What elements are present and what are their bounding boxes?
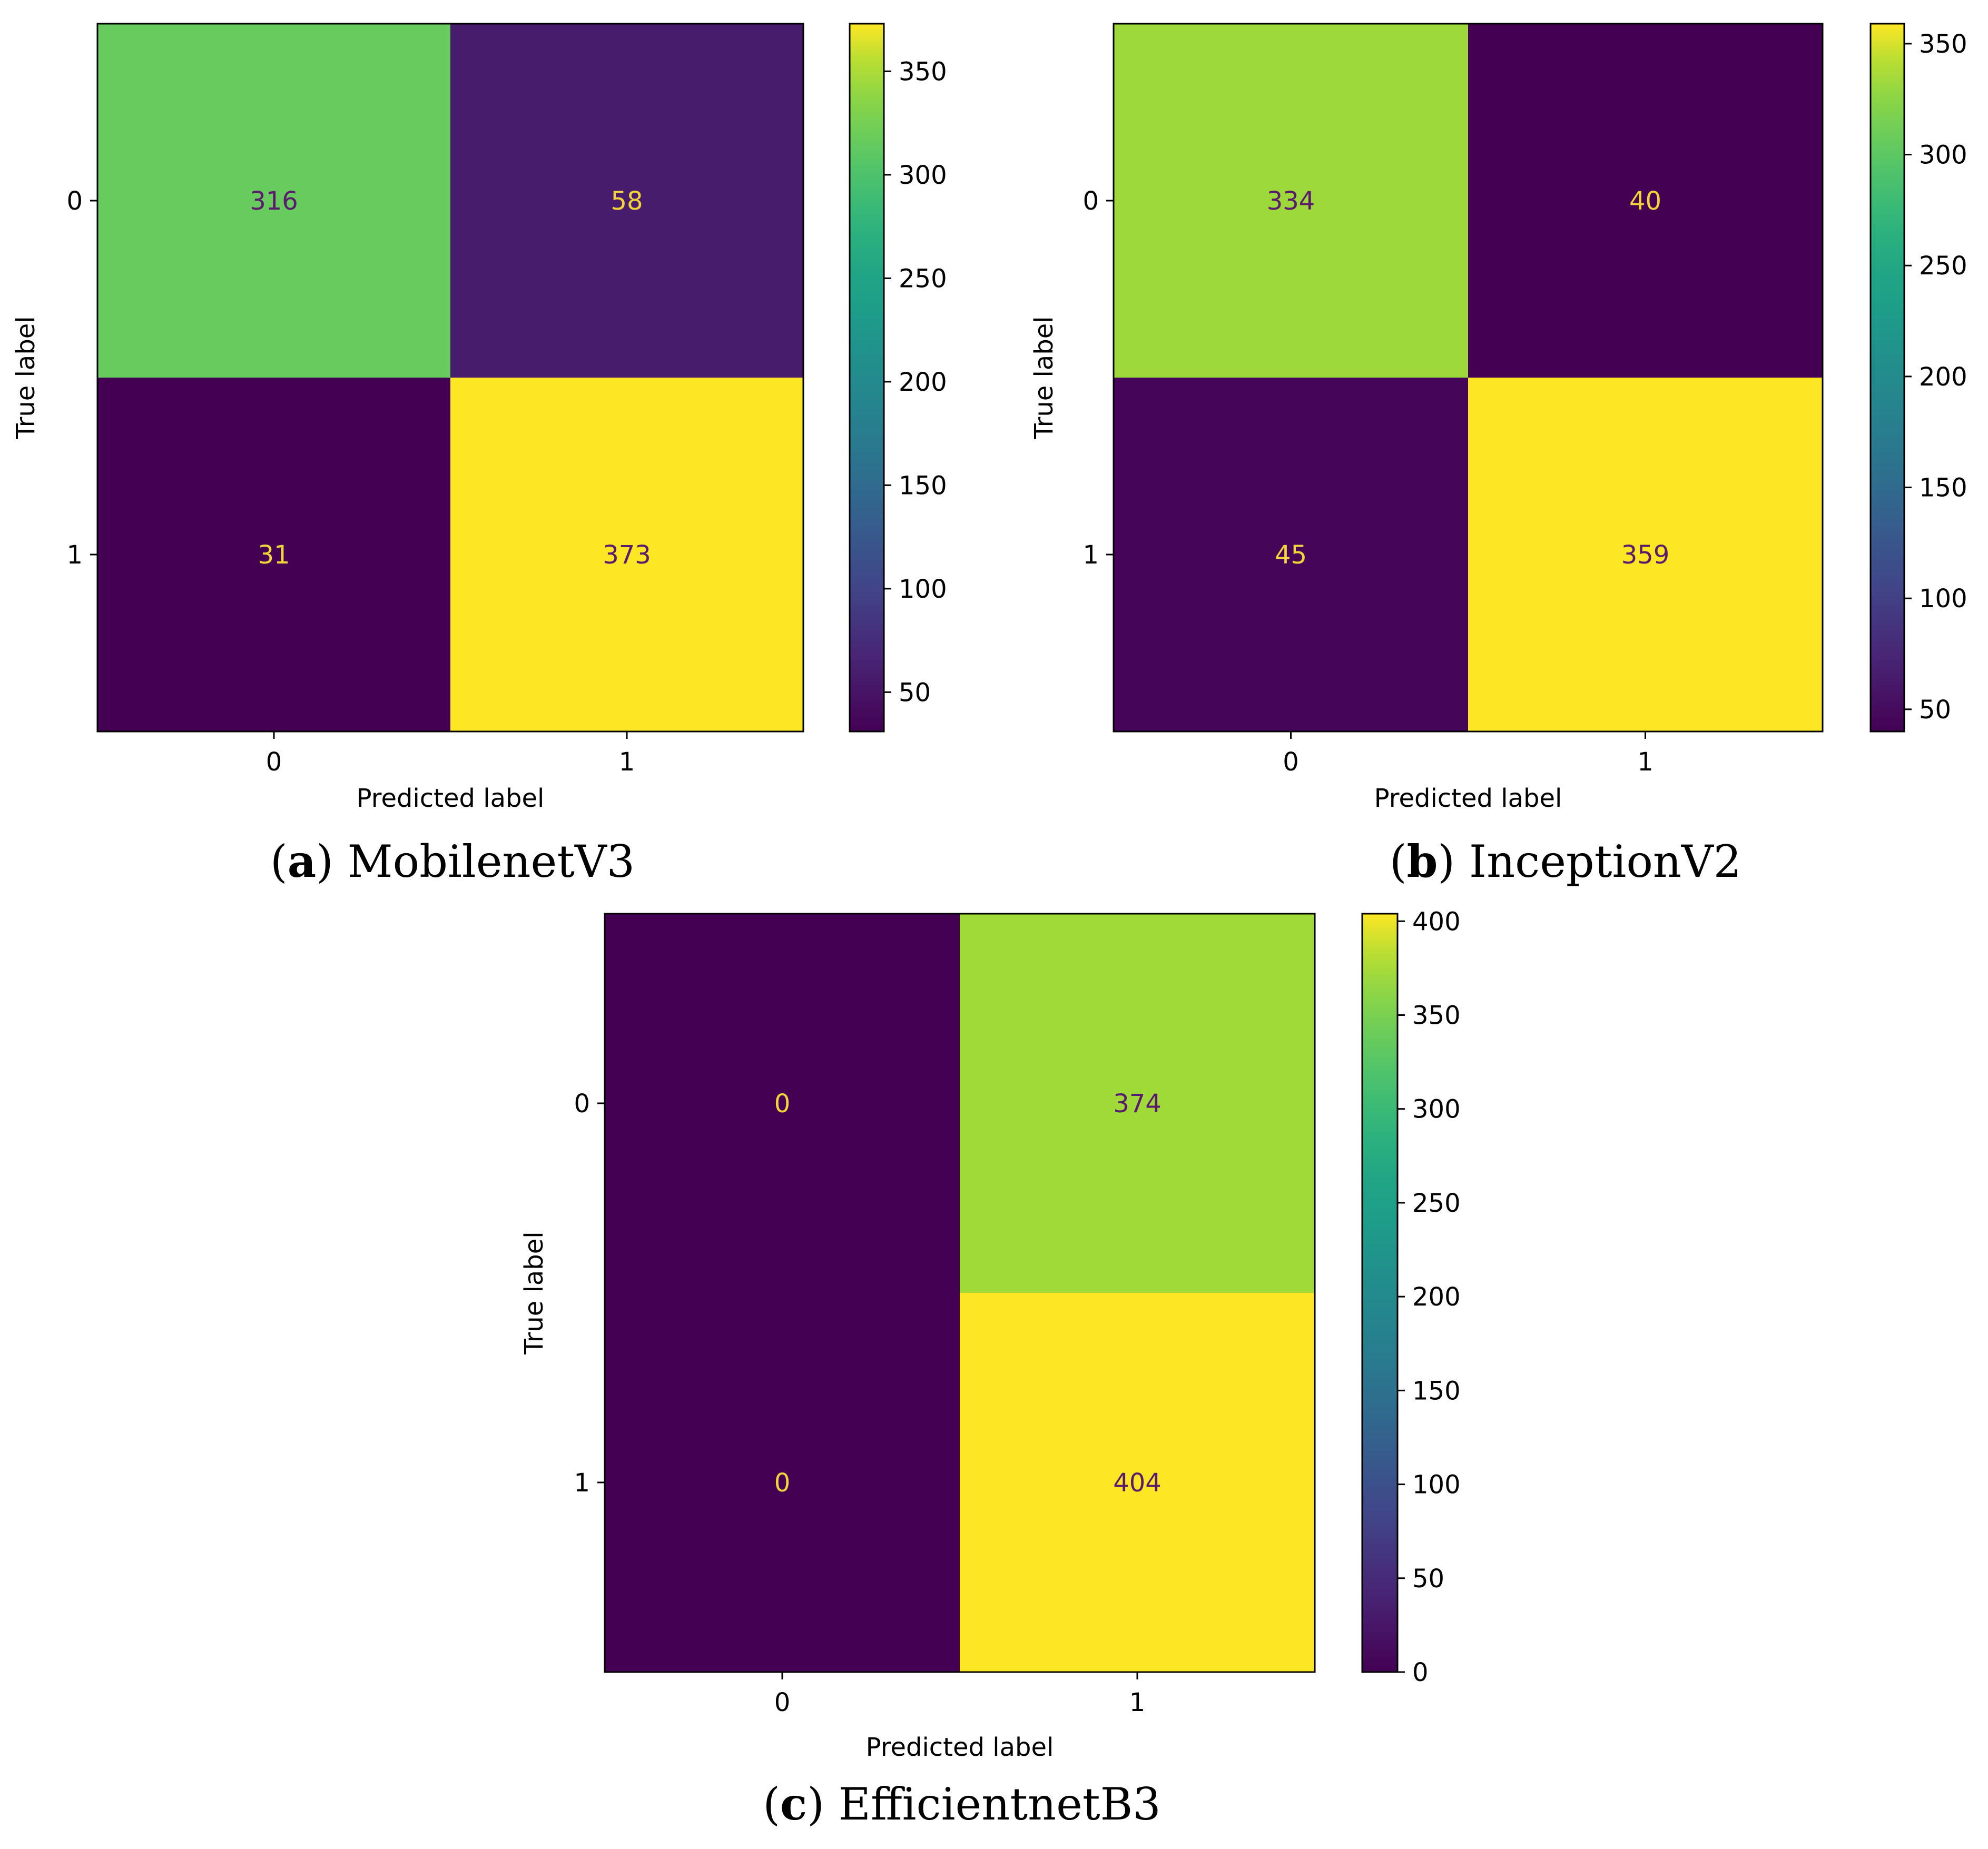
colorbar-tick-label-6: 300 — [1412, 1095, 1461, 1124]
panel-caption: (c) EfficientnetB3 — [763, 1778, 1161, 1830]
panel-b: 334 40 45 359 0 1 0 1 Predicted label True label 5… — [1029, 23, 1967, 887]
x-tick-label-1: 1 — [1637, 747, 1654, 777]
colorbar-tick-label-8: 400 — [1412, 907, 1461, 936]
panel-c: 0 374 0 404 0 1 0 1 Predicted label True label 0 50… — [519, 907, 1461, 1830]
colorbar-tick-label-0: 0 — [1412, 1658, 1429, 1687]
cell-0-1 — [1468, 24, 1823, 378]
colorbar-tick-label-2: 100 — [1412, 1470, 1461, 1500]
y-tick-label-1: 1 — [574, 1468, 590, 1498]
caption-open-paren: ( — [270, 836, 288, 887]
colorbar-tick-label-4: 200 — [1412, 1282, 1461, 1312]
caption-title: EfficientnetB3 — [839, 1778, 1161, 1830]
colorbar-tick-label-3: 200 — [899, 368, 947, 397]
colorbar-tick-label-0: 50 — [899, 678, 931, 707]
cell-0-0 — [605, 914, 960, 1293]
cell-0-1 — [960, 914, 1315, 1293]
x-axis-label: Predicted label — [866, 1733, 1054, 1762]
cell-value-0-0: 334 — [1267, 186, 1315, 216]
colorbar-tick-label-6: 350 — [1919, 29, 1967, 59]
colorbar-tick-label-7: 350 — [1412, 1001, 1461, 1030]
colorbar-tick-label-5: 300 — [1919, 141, 1967, 170]
caption-letter: b — [1407, 835, 1438, 887]
colorbar-tick-label-1: 100 — [899, 575, 947, 604]
colorbar-tick-label-2: 150 — [899, 471, 947, 500]
cell-value-0-1: 58 — [611, 186, 643, 216]
y-axis-label: True label — [519, 1231, 549, 1354]
colorbar-tick-label-5: 300 — [899, 161, 947, 190]
panel-a: 316 58 31 373 0 1 0 1 Predicted label True label 5… — [11, 23, 947, 887]
x-tick-label-1: 1 — [619, 747, 635, 777]
colorbar-tick-label-4: 250 — [1919, 251, 1967, 281]
colorbar — [1361, 913, 1399, 1673]
cell-1-1 — [960, 1293, 1315, 1672]
x-axis-label: Predicted label — [357, 784, 545, 813]
cell-value-1-0: 31 — [258, 540, 290, 570]
colorbar — [1869, 23, 1905, 733]
heatmap-frame — [1113, 23, 1824, 733]
colorbar — [849, 23, 885, 733]
cell-value-1-0: 0 — [774, 1468, 791, 1498]
colorbar-tick-label-1: 50 — [1412, 1564, 1444, 1594]
panel-caption: (a) MobilenetV3 — [270, 835, 635, 887]
cell-0-1 — [450, 24, 803, 378]
cell-value-0-0: 316 — [250, 186, 298, 216]
cell-1-0 — [1114, 378, 1468, 731]
x-tick-label-0: 0 — [1283, 747, 1299, 777]
cell-value-1-1: 404 — [1113, 1468, 1162, 1498]
cell-0-0 — [97, 24, 450, 378]
caption-open-paren: ( — [763, 1778, 780, 1830]
cell-value-1-1: 373 — [603, 540, 651, 570]
caption-close-paren: ) — [316, 836, 347, 887]
colorbar-tick-label-0: 50 — [1919, 695, 1951, 725]
y-tick-label-0: 0 — [574, 1089, 590, 1119]
colorbar-tick-label-3: 200 — [1919, 362, 1967, 392]
colorbar-tick-label-3: 150 — [1412, 1376, 1461, 1406]
colorbar-tick-label-5: 250 — [1412, 1189, 1461, 1218]
caption-title: InceptionV2 — [1469, 836, 1741, 887]
y-tick-label-0: 0 — [1082, 186, 1099, 216]
colorbar-tick-label-2: 150 — [1919, 473, 1967, 503]
heatmap-frame — [96, 23, 804, 733]
caption-letter: a — [288, 835, 316, 887]
cell-0-0 — [1114, 24, 1468, 378]
caption-close-paren: ) — [1438, 836, 1469, 887]
heatmap-frame — [604, 913, 1316, 1673]
y-tick-label-1: 1 — [1082, 540, 1099, 570]
caption-open-paren: ( — [1390, 836, 1407, 887]
cell-value-1-1: 359 — [1621, 540, 1670, 570]
caption-title: MobilenetV3 — [348, 836, 635, 887]
cell-value-0-1: 40 — [1629, 186, 1661, 216]
y-tick-label-0: 0 — [66, 186, 83, 216]
x-axis-label: Predicted label — [1374, 784, 1562, 813]
y-tick-label-1: 1 — [66, 540, 83, 570]
x-tick-label-1: 1 — [1129, 1688, 1146, 1717]
colorbar-tick-label-1: 100 — [1919, 584, 1967, 614]
colorbar-tick-label-6: 350 — [899, 57, 947, 86]
caption-letter: c — [780, 1778, 807, 1830]
cell-1-0 — [605, 1293, 960, 1672]
caption-close-paren: ) — [807, 1778, 838, 1830]
cell-value-0-0: 0 — [774, 1089, 791, 1119]
y-axis-label: True label — [1029, 316, 1059, 439]
cell-1-0 — [97, 378, 450, 731]
cell-1-1 — [1468, 378, 1823, 731]
cell-value-1-0: 45 — [1275, 540, 1307, 570]
x-tick-label-0: 0 — [266, 747, 282, 777]
cell-1-1 — [450, 378, 803, 731]
x-tick-label-0: 0 — [774, 1688, 791, 1717]
colorbar-tick-label-4: 250 — [899, 264, 947, 293]
y-axis-label: True label — [11, 316, 41, 439]
cell-value-0-1: 374 — [1113, 1089, 1162, 1119]
panel-caption: (b) InceptionV2 — [1390, 835, 1741, 887]
